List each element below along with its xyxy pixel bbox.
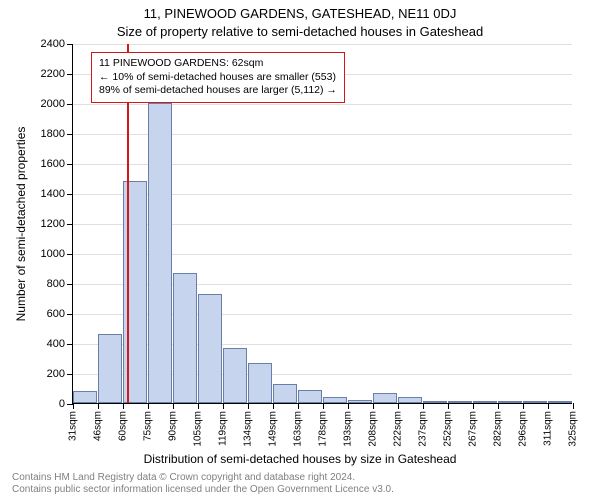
histogram-chart: 0200400600800100012001400160018002000220… [72,44,572,404]
x-axis-title: Distribution of semi-detached houses by … [0,452,600,466]
y-tick-label: 800 [47,278,65,290]
y-tick-label: 1000 [41,248,65,260]
y-tick [67,164,73,165]
x-tick [398,403,399,409]
x-tick [173,403,174,409]
x-tick [423,403,424,409]
x-tick [148,403,149,409]
y-tick [67,134,73,135]
x-tick-label: 75sqm [143,411,154,441]
y-tick [67,74,73,75]
y-tick-label: 400 [47,338,65,350]
histogram-bar [498,401,522,403]
histogram-bar [423,401,447,403]
x-tick-label: 222sqm [393,411,404,447]
histogram-bar [173,273,197,404]
y-tick-label: 2000 [41,98,65,110]
x-tick-label: 105sqm [193,411,204,447]
histogram-bar [323,397,347,403]
x-tick [573,403,574,409]
page-title-line1: 11, PINEWOOD GARDENS, GATESHEAD, NE11 0D… [0,6,600,21]
annotation-line2: ← 10% of semi-detached houses are smalle… [99,71,337,85]
y-tick [67,44,73,45]
x-tick [273,403,274,409]
x-tick-label: 267sqm [468,411,479,447]
x-tick-label: 237sqm [418,411,429,447]
x-tick-label: 193sqm [343,411,354,447]
x-tick-label: 208sqm [368,411,379,447]
annotation-line3: 89% of semi-detached houses are larger (… [99,84,337,98]
x-tick-label: 31sqm [68,411,79,441]
y-tick [67,284,73,285]
x-tick-label: 90sqm [168,411,179,441]
x-tick [223,403,224,409]
x-tick-label: 134sqm [243,411,254,447]
x-tick-label: 46sqm [93,411,104,441]
x-tick-label: 282sqm [493,411,504,447]
gridline [73,44,572,45]
y-tick-label: 1600 [41,158,65,170]
histogram-bar [523,401,547,403]
x-tick-label: 296sqm [518,411,529,447]
x-tick [523,403,524,409]
page-title-line2: Size of property relative to semi-detach… [0,24,600,39]
y-tick-label: 1200 [41,218,65,230]
histogram-bar [548,401,572,403]
histogram-bar [298,390,322,404]
x-tick [473,403,474,409]
y-axis-title: Number of semi-detached properties [14,29,28,224]
y-tick-label: 2400 [41,38,65,50]
histogram-bar [273,384,297,404]
y-tick [67,224,73,225]
y-tick-label: 1400 [41,188,65,200]
x-tick-label: 178sqm [318,411,329,447]
annotation-line1: 11 PINEWOOD GARDENS: 62sqm [99,57,337,71]
histogram-bar [348,400,372,403]
histogram-bar [373,393,397,404]
histogram-bar [398,397,422,403]
x-tick [373,403,374,409]
x-tick-label: 149sqm [268,411,279,447]
x-tick [348,403,349,409]
x-tick [323,403,324,409]
x-tick [248,403,249,409]
x-tick [198,403,199,409]
y-tick [67,254,73,255]
x-tick [498,403,499,409]
x-tick [548,403,549,409]
y-tick-label: 1800 [41,128,65,140]
x-tick [123,403,124,409]
histogram-bar [148,103,172,403]
x-tick [98,403,99,409]
footer-attribution: Contains HM Land Registry data © Crown c… [12,472,394,496]
y-tick-label: 200 [47,368,65,380]
y-tick [67,104,73,105]
histogram-bar [73,391,97,403]
y-tick-label: 600 [47,308,65,320]
x-tick-label: 163sqm [293,411,304,447]
x-tick-label: 119sqm [218,411,229,446]
annotation-box: 11 PINEWOOD GARDENS: 62sqm← 10% of semi-… [91,52,345,103]
y-tick [67,344,73,345]
x-tick-label: 252sqm [443,411,454,447]
histogram-bar [248,363,272,404]
histogram-bar [198,294,222,404]
histogram-bar [448,401,472,403]
x-tick [298,403,299,409]
x-tick [448,403,449,409]
y-tick [67,194,73,195]
histogram-bar [223,348,247,404]
x-tick-label: 325sqm [568,411,579,447]
y-tick [67,374,73,375]
x-tick-label: 60sqm [118,411,129,441]
histogram-bar [473,401,497,403]
histogram-bar [98,334,122,403]
y-tick-label: 2200 [41,68,65,80]
footer-line1: Contains HM Land Registry data © Crown c… [12,472,394,484]
x-tick [73,403,74,409]
y-tick-label: 0 [59,398,65,410]
y-tick [67,314,73,315]
x-tick-label: 311sqm [543,411,554,446]
footer-line2: Contains public sector information licen… [12,484,394,496]
